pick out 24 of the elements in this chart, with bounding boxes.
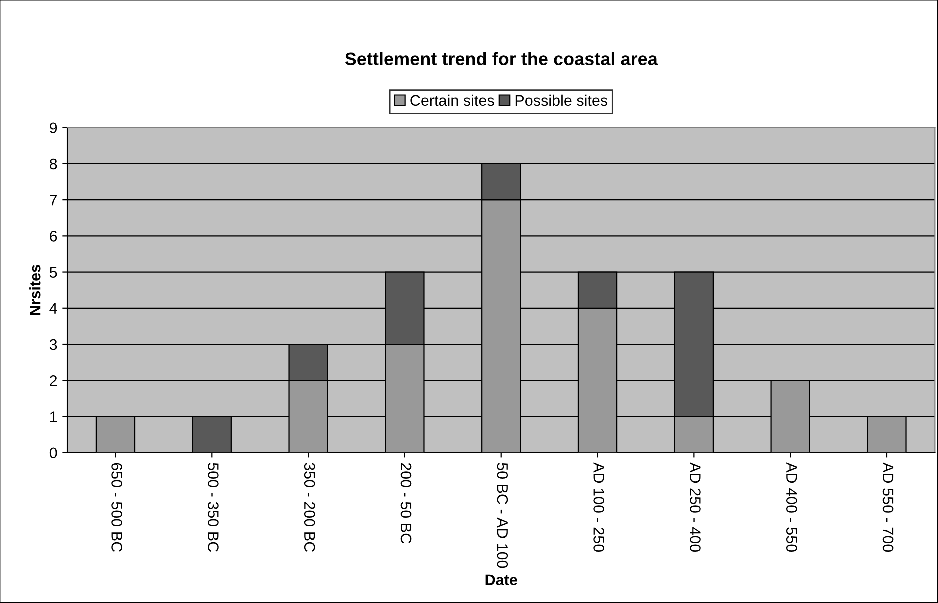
y-tick-label: 1	[50, 412, 58, 422]
chart-title: Settlement trend for the coastal area	[345, 52, 658, 66]
x-tick-label: 650 - 500 BC	[112, 463, 122, 552]
y-axis-title: Nrsites	[30, 265, 41, 316]
x-axis-title: Date	[486, 574, 518, 586]
x-tick-label: 200 - 50 BC	[400, 463, 412, 544]
legend-label: Certain sites	[410, 94, 494, 106]
legend-label: Possible sites	[516, 94, 608, 106]
x-tick-label: AD 250 - 400	[690, 462, 701, 552]
y-tick-label: 0	[50, 448, 58, 459]
x-tick-label: AD 100 - 250	[594, 462, 604, 552]
y-tick-label: 9	[50, 122, 58, 134]
y-tick-label: 4	[50, 303, 58, 314]
y-tick-label: 3	[50, 339, 58, 350]
x-tick-label: 350 - 200 BC	[304, 463, 316, 552]
x-tick-label: 500 - 350 BC	[208, 463, 219, 552]
x-tick-label: AD 400 - 550	[786, 462, 798, 552]
y-tick-label: 5	[50, 267, 58, 278]
y-tick-label: 7	[50, 195, 58, 206]
x-tick-label: 50 BC - AD 100	[497, 463, 508, 568]
x-tick-label: AD 550 - 700	[882, 462, 894, 552]
y-tick-label: 8	[50, 158, 58, 170]
y-tick-label: 6	[50, 231, 58, 242]
y-tick-label: 2	[50, 375, 58, 386]
